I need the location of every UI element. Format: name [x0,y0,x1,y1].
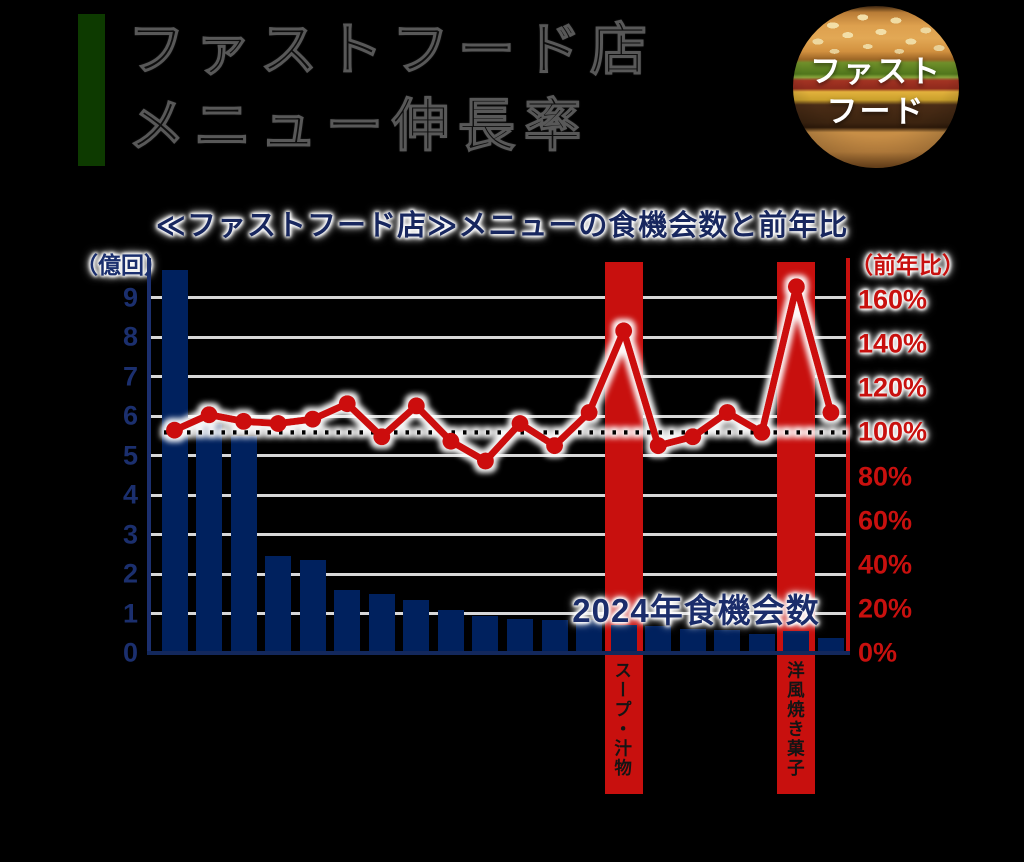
data-point-7 [407,397,425,415]
bar-17 [748,634,775,653]
bar-1 [196,424,223,653]
bar-19 [817,638,844,653]
bar-series-annotation: 2024年食機会数 [572,592,820,629]
right-axis-line [846,258,850,655]
right-tick-100: 100% [858,416,928,447]
right-tick-140: 140% [858,328,928,359]
left-tick-5: 5 [122,440,138,471]
gridline-9 [150,296,848,300]
gridline-8 [150,335,848,339]
right-tick-40: 40% [858,549,913,580]
bar-6 [368,593,395,653]
gridline-2 [150,572,848,576]
badge-label-line1: ファスト [810,54,942,89]
data-point-18 [787,278,805,296]
gridline-6 [150,414,848,418]
right-tick-160: 160% [858,284,928,315]
bar-10 [507,619,533,653]
right-tick-60: 60% [858,505,913,536]
data-point-11 [546,437,564,455]
bar-7 [403,599,430,653]
gridline-5 [150,454,848,458]
data-point-14 [649,437,667,455]
data-point-10 [511,415,529,433]
data-point-19 [822,404,840,422]
category-label-18: 洋風焼き菓子 [785,661,806,778]
data-point-17 [753,423,771,441]
bar-8 [437,609,464,653]
bar-14 [645,626,672,653]
page-title-line2: メニュー伸長率 [127,93,590,158]
category-label-13: スープ・汁物 [612,661,633,778]
right-tick-80: 80% [858,461,913,491]
page-title-line1: ファストフード店 [127,17,656,82]
left-tick-2: 2 [122,558,138,589]
data-point-0 [166,421,183,439]
title-accent-bar [78,14,105,166]
data-point-8 [442,432,460,450]
left-tick-1: 1 [122,598,138,629]
data-point-6 [373,428,391,446]
bar-18 [783,631,810,653]
bar-0 [161,270,188,653]
line-with-reference [164,278,846,470]
data-point-9 [476,452,494,470]
gridline-4 [150,493,848,497]
left-axis-unit-label: （億回） [75,252,167,278]
bar-5 [334,589,361,653]
data-point-5 [338,395,356,413]
left-tick-7: 7 [122,361,138,392]
left-tick-0: 0 [122,637,138,668]
right-tick-120: 120% [858,372,928,403]
right-axis-unit-label: （前年比） [850,252,965,278]
bar-11 [541,619,568,653]
left-tick-3: 3 [122,519,138,550]
data-point-13 [615,322,633,340]
gridline-7 [150,375,848,379]
right-tick-20: 20% [858,593,913,624]
chart-title: ≪ファストフード店≫メニューの食機会数と前年比 [155,210,849,242]
highlight-column-13 [604,262,643,794]
x-axis-line [147,651,850,655]
data-point-2 [235,412,253,430]
bar-3 [265,556,292,653]
gridline-3 [150,533,848,537]
left-tick-9: 9 [122,282,138,313]
right-tick-0: 0% [858,637,898,668]
yoy-line-chart [164,278,846,470]
left-axis-line [147,258,151,655]
gridline-1 [150,612,848,616]
data-point-16 [718,404,736,422]
fastfood-badge-label: ファスト フード [793,52,959,132]
bar-12 [576,620,603,653]
left-tick-4: 4 [122,479,138,510]
page-title: ファストフード店 メニュー伸長率 [127,12,848,164]
badge-label-line2: フード [826,94,926,129]
fastfood-burger-badge [793,6,959,168]
bar-9 [472,615,499,653]
data-point-4 [304,410,322,428]
bar-16 [714,630,741,653]
data-point-12 [580,404,598,422]
data-point-3 [269,415,287,433]
yoy-line [171,283,835,465]
bar-4 [299,560,326,653]
data-point-15 [684,428,702,446]
bar-2 [230,436,257,653]
bar-13 [610,624,637,653]
bar-15 [679,629,706,653]
data-point-1 [200,406,218,424]
left-tick-8: 8 [122,321,138,352]
left-tick-6: 6 [122,400,138,431]
